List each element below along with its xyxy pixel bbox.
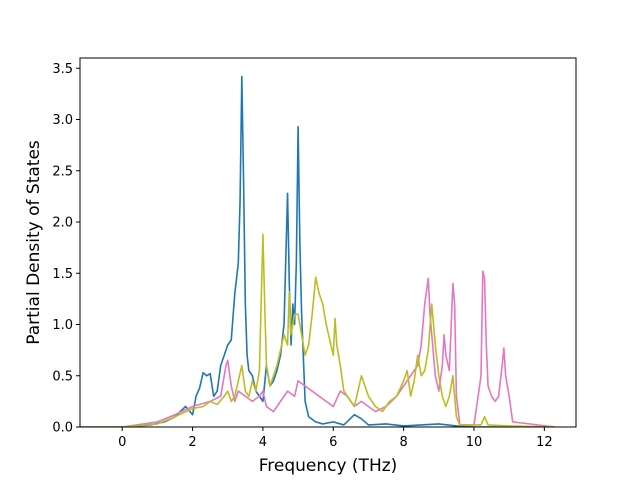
x-tick-label: 0 [118, 435, 126, 450]
x-axis-label: Frequency (THz) [259, 456, 398, 476]
y-tick-label: 0.0 [52, 421, 73, 436]
y-tick-label: 3.5 [52, 62, 73, 77]
series-layer [80, 75, 555, 427]
y-tick-label: 0.5 [52, 369, 73, 384]
series-line-3 [80, 233, 555, 427]
x-axis-ticks: 0 2 4 6 8 10 12 [118, 427, 553, 450]
series-line-2 [80, 270, 555, 427]
y-tick-label: 3.0 [52, 113, 73, 128]
x-tick-label: 8 [399, 435, 407, 450]
y-tick-label: 1.5 [52, 267, 73, 282]
y-tick-label: 2.0 [52, 216, 73, 231]
series-line-1 [80, 75, 555, 427]
axes-frame [79, 57, 577, 428]
x-tick-label: 4 [259, 435, 267, 450]
x-tick-label: 10 [466, 435, 483, 450]
x-tick-label: 6 [329, 435, 337, 450]
y-tick-label: 1.0 [52, 318, 73, 333]
y-axis-label: Partial Density of States [24, 140, 44, 345]
y-tick-label: 2.5 [52, 164, 73, 179]
y-axis-ticks: 0.0 0.5 1.0 1.5 2.0 2.5 3.0 3.5 [52, 62, 80, 436]
x-tick-label: 2 [188, 435, 196, 450]
x-tick-label: 12 [536, 435, 553, 450]
